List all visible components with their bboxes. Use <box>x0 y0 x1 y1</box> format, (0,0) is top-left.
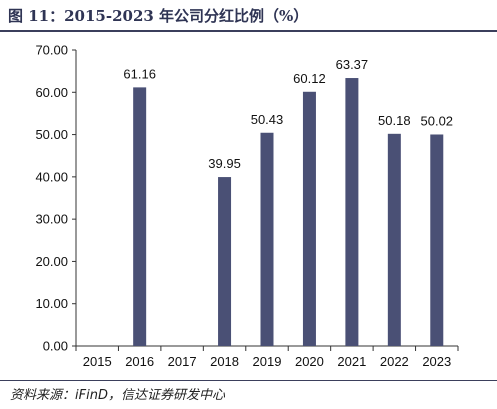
y-tick-label: 40.00 <box>35 169 68 184</box>
data-label-2022: 50.18 <box>378 113 411 128</box>
data-labels-group: 61.16 39.95 50.43 60.12 63.37 50.18 50.02 <box>123 57 453 171</box>
data-label-2020: 60.12 <box>293 71 326 86</box>
data-label-2016: 61.16 <box>123 66 156 81</box>
bar-2020 <box>302 91 316 346</box>
y-tick-label: 0.00 <box>43 339 68 354</box>
x-tick-label: 2021 <box>337 354 366 369</box>
data-label-2023: 50.02 <box>421 113 454 128</box>
data-label-2018: 39.95 <box>208 156 241 171</box>
title-bar: 图 11：2015-2023 年公司分红比例（%） <box>0 0 497 32</box>
x-tick-label: 2017 <box>168 354 197 369</box>
y-tick-label: 20.00 <box>35 254 68 269</box>
y-tick-label: 10.00 <box>35 296 68 311</box>
bar-2023 <box>430 134 444 346</box>
x-axis: 2015 2016 2017 2018 2019 2020 2021 2022 2023 <box>75 345 459 369</box>
x-tick-label: 2016 <box>125 354 154 369</box>
bar-2021 <box>345 78 359 346</box>
chart-title: 图 11：2015-2023 年公司分红比例（%） <box>8 7 309 25</box>
x-tick-label: 2020 <box>295 354 324 369</box>
data-label-2019: 50.43 <box>251 112 284 127</box>
x-tick-label: 2015 <box>83 354 112 369</box>
y-tick-label: 70.00 <box>35 43 68 58</box>
bar-2019 <box>260 132 274 346</box>
x-tick-label: 2019 <box>253 354 282 369</box>
data-label-2021: 63.37 <box>336 57 369 72</box>
bar-2016 <box>133 87 147 347</box>
y-tick-label: 50.00 <box>35 127 68 142</box>
bar-chart: 0.0010.0020.0030.0040.0050.0060.0070.00 … <box>35 43 459 369</box>
source-note: 资料来源：iFinD，信达证券研发中心 <box>10 388 225 403</box>
x-tick-label: 2022 <box>380 354 409 369</box>
source-divider <box>0 380 497 381</box>
bar-2022 <box>387 133 401 346</box>
y-tick-label: 60.00 <box>35 85 68 100</box>
y-axis: 0.00 10.00 20.00 30.00 40.00 50.00 60.00 70.00 <box>35 43 77 354</box>
y-tick-label: 30.00 <box>35 212 68 227</box>
bar-2018 <box>218 177 232 346</box>
x-tick-label: 2023 <box>422 354 451 369</box>
x-tick-label: 2018 <box>210 354 239 369</box>
bars-group <box>133 78 444 347</box>
